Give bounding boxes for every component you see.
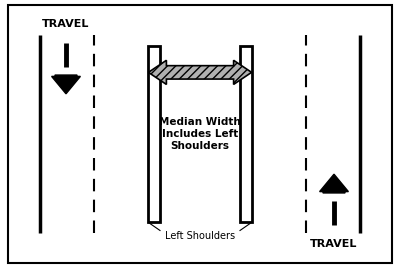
Text: Left Shoulders: Left Shoulders [165, 231, 235, 241]
Text: Median Width
Includes Left
Shoulders: Median Width Includes Left Shoulders [159, 117, 241, 151]
Bar [148, 46, 160, 222]
Bar [240, 46, 252, 222]
FancyArrow shape [52, 75, 80, 94]
Text: TRAVEL: TRAVEL [310, 239, 358, 249]
FancyArrow shape [320, 174, 348, 193]
Text: TRAVEL: TRAVEL [42, 19, 90, 29]
Polygon shape [148, 60, 252, 84]
